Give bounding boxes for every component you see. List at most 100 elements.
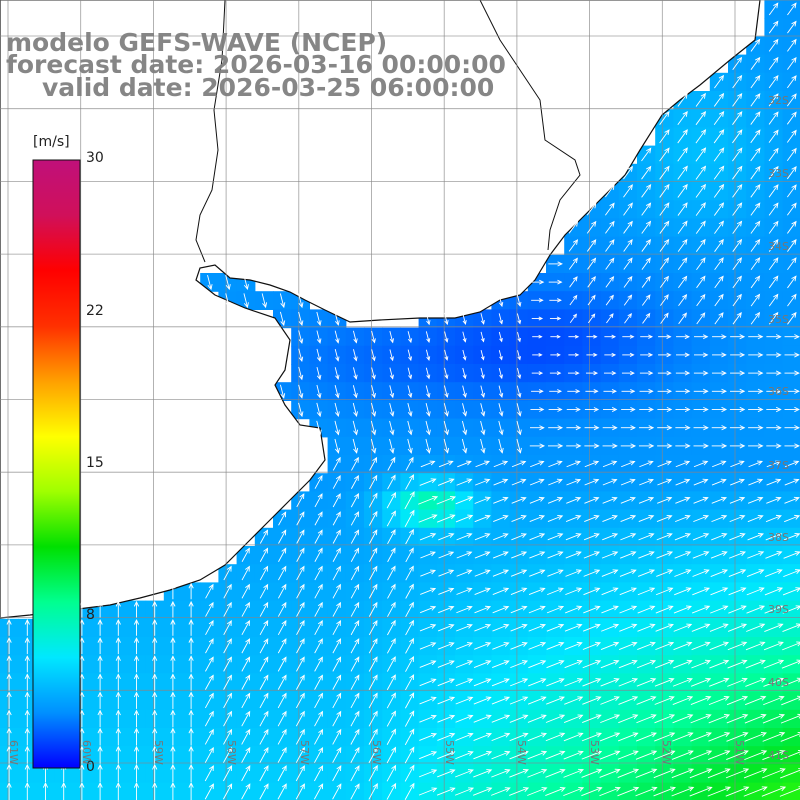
wind-arrow: [509, 696, 529, 705]
wind-arrow: [599, 786, 621, 797]
wind-arrow: [475, 478, 491, 486]
wind-arrow: [708, 750, 731, 760]
wind-arrow: [675, 370, 691, 376]
wind-arrow: [350, 710, 360, 727]
wind-arrow: [660, 312, 669, 324]
lon-label-61w: 61W: [7, 740, 20, 765]
wind-arrow: [711, 533, 728, 541]
wind-arrow: [732, 56, 743, 71]
wind-arrow: [713, 110, 725, 126]
wind-arrow: [640, 334, 654, 339]
wind-arrow: [602, 496, 618, 504]
wind-arrow: [480, 367, 485, 380]
wind-arrow: [581, 732, 602, 742]
wind-arrow: [763, 641, 784, 651]
wind-arrow: [636, 678, 657, 687]
wind-arrow: [115, 691, 121, 709]
wind-arrow: [565, 533, 582, 541]
lat-label-33s: 33S: [768, 167, 789, 180]
wind-arrow: [624, 312, 632, 324]
lat-label-40s: 40S: [768, 676, 789, 689]
wind-arrow: [583, 587, 601, 596]
wind-arrow: [332, 620, 341, 636]
wind-arrow: [762, 750, 786, 761]
wind-arrow: [727, 623, 748, 632]
wind-arrow: [368, 728, 378, 745]
wind-arrow: [152, 691, 158, 709]
wind-arrow: [587, 294, 596, 306]
wind-arrow: [675, 388, 691, 394]
wind-arrow: [222, 783, 233, 800]
wind-arrow: [659, 147, 670, 162]
wind-arrow: [480, 385, 486, 398]
wind-arrow: [474, 587, 491, 595]
wind-arrow: [332, 692, 342, 709]
wind-arrow: [750, 38, 761, 52]
wind-arrow: [714, 312, 724, 325]
wind-arrow: [784, 496, 800, 504]
wind-arrow: [768, 147, 779, 162]
wind-arrow: [350, 492, 360, 508]
wind-arrow: [546, 641, 565, 650]
wind-arrow: [405, 656, 415, 672]
wind-arrow: [586, 220, 597, 234]
wind-arrow: [618, 678, 639, 687]
wind-arrow: [761, 786, 787, 797]
wind-arrow: [493, 533, 509, 541]
wind-arrow: [387, 547, 396, 563]
wind-arrow: [296, 547, 305, 562]
wind-arrow: [474, 642, 492, 650]
wind-arrow: [713, 165, 725, 180]
wind-arrow: [369, 529, 378, 544]
wind-arrow: [642, 312, 651, 324]
wind-arrow: [727, 677, 748, 687]
wind-arrow: [581, 768, 603, 778]
wind-arrow: [279, 311, 286, 327]
title-valid-date: valid date: 2026-03-25 06:00:00: [42, 73, 495, 102]
wind-arrow: [638, 533, 655, 541]
wind-arrow: [152, 782, 158, 800]
wind-arrow: [419, 751, 438, 760]
wind-arrow: [582, 714, 602, 724]
wind-arrow: [188, 582, 194, 600]
wind-arrow: [766, 352, 782, 358]
wind-arrow: [714, 74, 725, 89]
wind-arrow: [316, 384, 322, 399]
wind-arrow: [407, 349, 413, 362]
wind-arrow: [605, 220, 615, 234]
wind-arrow: [437, 696, 456, 705]
wind-arrow: [693, 496, 709, 504]
wind-arrow: [389, 402, 395, 417]
wind-arrow: [491, 696, 511, 705]
wind-arrow: [729, 514, 746, 523]
wind-arrow: [745, 659, 766, 669]
wind-arrow: [732, 147, 743, 162]
wind-arrow: [547, 551, 564, 559]
wind-arrow: [750, 220, 761, 234]
wind-arrow: [784, 334, 800, 340]
wind-arrow: [259, 601, 269, 617]
wind-arrow: [259, 783, 269, 800]
wind-arrow: [696, 293, 706, 307]
wind-arrow: [473, 769, 493, 778]
wind-arrow: [768, 202, 779, 216]
wind-arrow: [277, 728, 287, 745]
wind-arrow: [750, 275, 761, 289]
wind-arrow: [659, 202, 670, 216]
wind-arrow: [657, 496, 673, 504]
wind-arrow: [619, 569, 637, 577]
wind-arrow: [223, 728, 233, 745]
wind-arrow: [623, 165, 633, 180]
wind-arrow: [603, 370, 617, 376]
wind-arrow: [332, 456, 341, 471]
wind-arrow: [277, 746, 287, 763]
wind-arrow: [314, 565, 323, 581]
wind-arrow: [298, 366, 304, 381]
wind-arrow: [673, 605, 692, 614]
wind-arrow: [584, 478, 600, 486]
wind-arrow: [709, 623, 729, 632]
wind-arrow: [223, 565, 232, 581]
wind-arrow: [726, 714, 749, 724]
wind-arrow: [259, 547, 269, 562]
wind-arrow: [332, 710, 342, 727]
